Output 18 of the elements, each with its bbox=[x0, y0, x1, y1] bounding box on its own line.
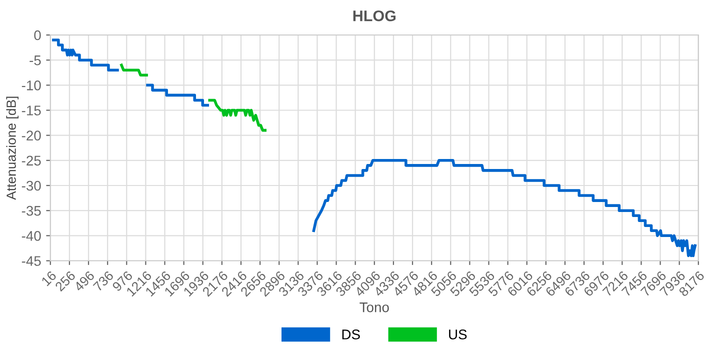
x-tick-label: 256 bbox=[54, 270, 76, 292]
y-tick-label: -25 bbox=[22, 156, 41, 166]
x-tick-label: 736 bbox=[92, 270, 114, 292]
y-tick-label: -35 bbox=[22, 206, 41, 216]
y-tick-label: -15 bbox=[22, 106, 41, 116]
y-tick-label: -30 bbox=[22, 180, 41, 191]
y-tick-label: -40 bbox=[22, 231, 41, 241]
legend-label: US bbox=[449, 330, 467, 340]
y-tick-label: -20 bbox=[22, 130, 41, 141]
chart-title: HLOG bbox=[353, 10, 396, 22]
y-tick-label: 0 bbox=[34, 30, 41, 40]
x-tick-label: 16 bbox=[40, 270, 57, 286]
y-axis-title: Attenuazione [dB] bbox=[6, 96, 19, 200]
y-tick-label: -10 bbox=[22, 80, 41, 90]
y-tick-label: -5 bbox=[30, 56, 41, 66]
x-axis-title: Tono bbox=[360, 302, 389, 312]
legend-label: DS bbox=[342, 330, 360, 340]
y-tick-label: -45 bbox=[22, 256, 41, 266]
